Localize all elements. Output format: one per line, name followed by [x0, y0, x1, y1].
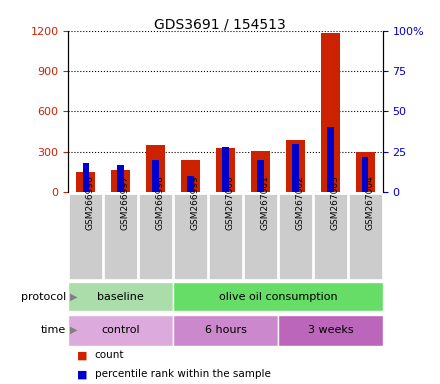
Bar: [111, 170, 130, 192]
FancyBboxPatch shape: [139, 194, 172, 278]
Text: percentile rank within the sample: percentile rank within the sample: [95, 369, 271, 379]
Text: 6 hours: 6 hours: [205, 325, 246, 335]
Text: GSM267003: GSM267003: [330, 175, 339, 230]
Bar: [362, 157, 368, 192]
FancyBboxPatch shape: [348, 194, 382, 278]
FancyBboxPatch shape: [68, 282, 173, 311]
Text: olive oil consumption: olive oil consumption: [219, 291, 337, 302]
Bar: [146, 145, 165, 192]
Text: time: time: [41, 325, 66, 335]
FancyBboxPatch shape: [314, 194, 347, 278]
Text: protocol: protocol: [21, 291, 66, 302]
Bar: [117, 165, 124, 192]
Bar: [83, 163, 89, 192]
Text: GSM267001: GSM267001: [260, 175, 269, 230]
Text: GSM267000: GSM267000: [226, 175, 235, 230]
Text: ▶: ▶: [70, 325, 78, 335]
Text: ■: ■: [77, 350, 88, 360]
FancyBboxPatch shape: [279, 194, 312, 278]
FancyBboxPatch shape: [209, 194, 242, 278]
FancyBboxPatch shape: [174, 194, 207, 278]
Bar: [222, 147, 229, 192]
Bar: [181, 160, 200, 192]
Bar: [257, 160, 264, 192]
FancyBboxPatch shape: [173, 315, 278, 346]
FancyBboxPatch shape: [104, 194, 137, 278]
Text: ■: ■: [77, 369, 88, 379]
Bar: [187, 176, 194, 192]
FancyBboxPatch shape: [278, 315, 383, 346]
Bar: [356, 152, 375, 192]
Text: GSM266998: GSM266998: [156, 175, 165, 230]
FancyBboxPatch shape: [69, 194, 103, 278]
Bar: [76, 172, 95, 192]
Text: ▶: ▶: [70, 291, 78, 302]
Bar: [216, 148, 235, 192]
FancyBboxPatch shape: [173, 282, 383, 311]
Text: GSM266999: GSM266999: [191, 175, 200, 230]
Text: GSM266997: GSM266997: [121, 175, 130, 230]
Bar: [286, 140, 305, 192]
Text: GSM266996: GSM266996: [86, 175, 95, 230]
Text: baseline: baseline: [97, 291, 144, 302]
Bar: [327, 127, 334, 192]
Text: GDS3691 / 154513: GDS3691 / 154513: [154, 17, 286, 31]
Text: GSM267002: GSM267002: [295, 175, 304, 230]
Bar: [292, 144, 299, 192]
Text: 3 weeks: 3 weeks: [308, 325, 353, 335]
Text: GSM267004: GSM267004: [365, 175, 374, 230]
FancyBboxPatch shape: [68, 315, 173, 346]
Bar: [152, 160, 159, 192]
Bar: [251, 151, 270, 192]
FancyBboxPatch shape: [244, 194, 277, 278]
Text: count: count: [95, 350, 124, 360]
Bar: [321, 33, 340, 192]
Text: control: control: [101, 325, 140, 335]
